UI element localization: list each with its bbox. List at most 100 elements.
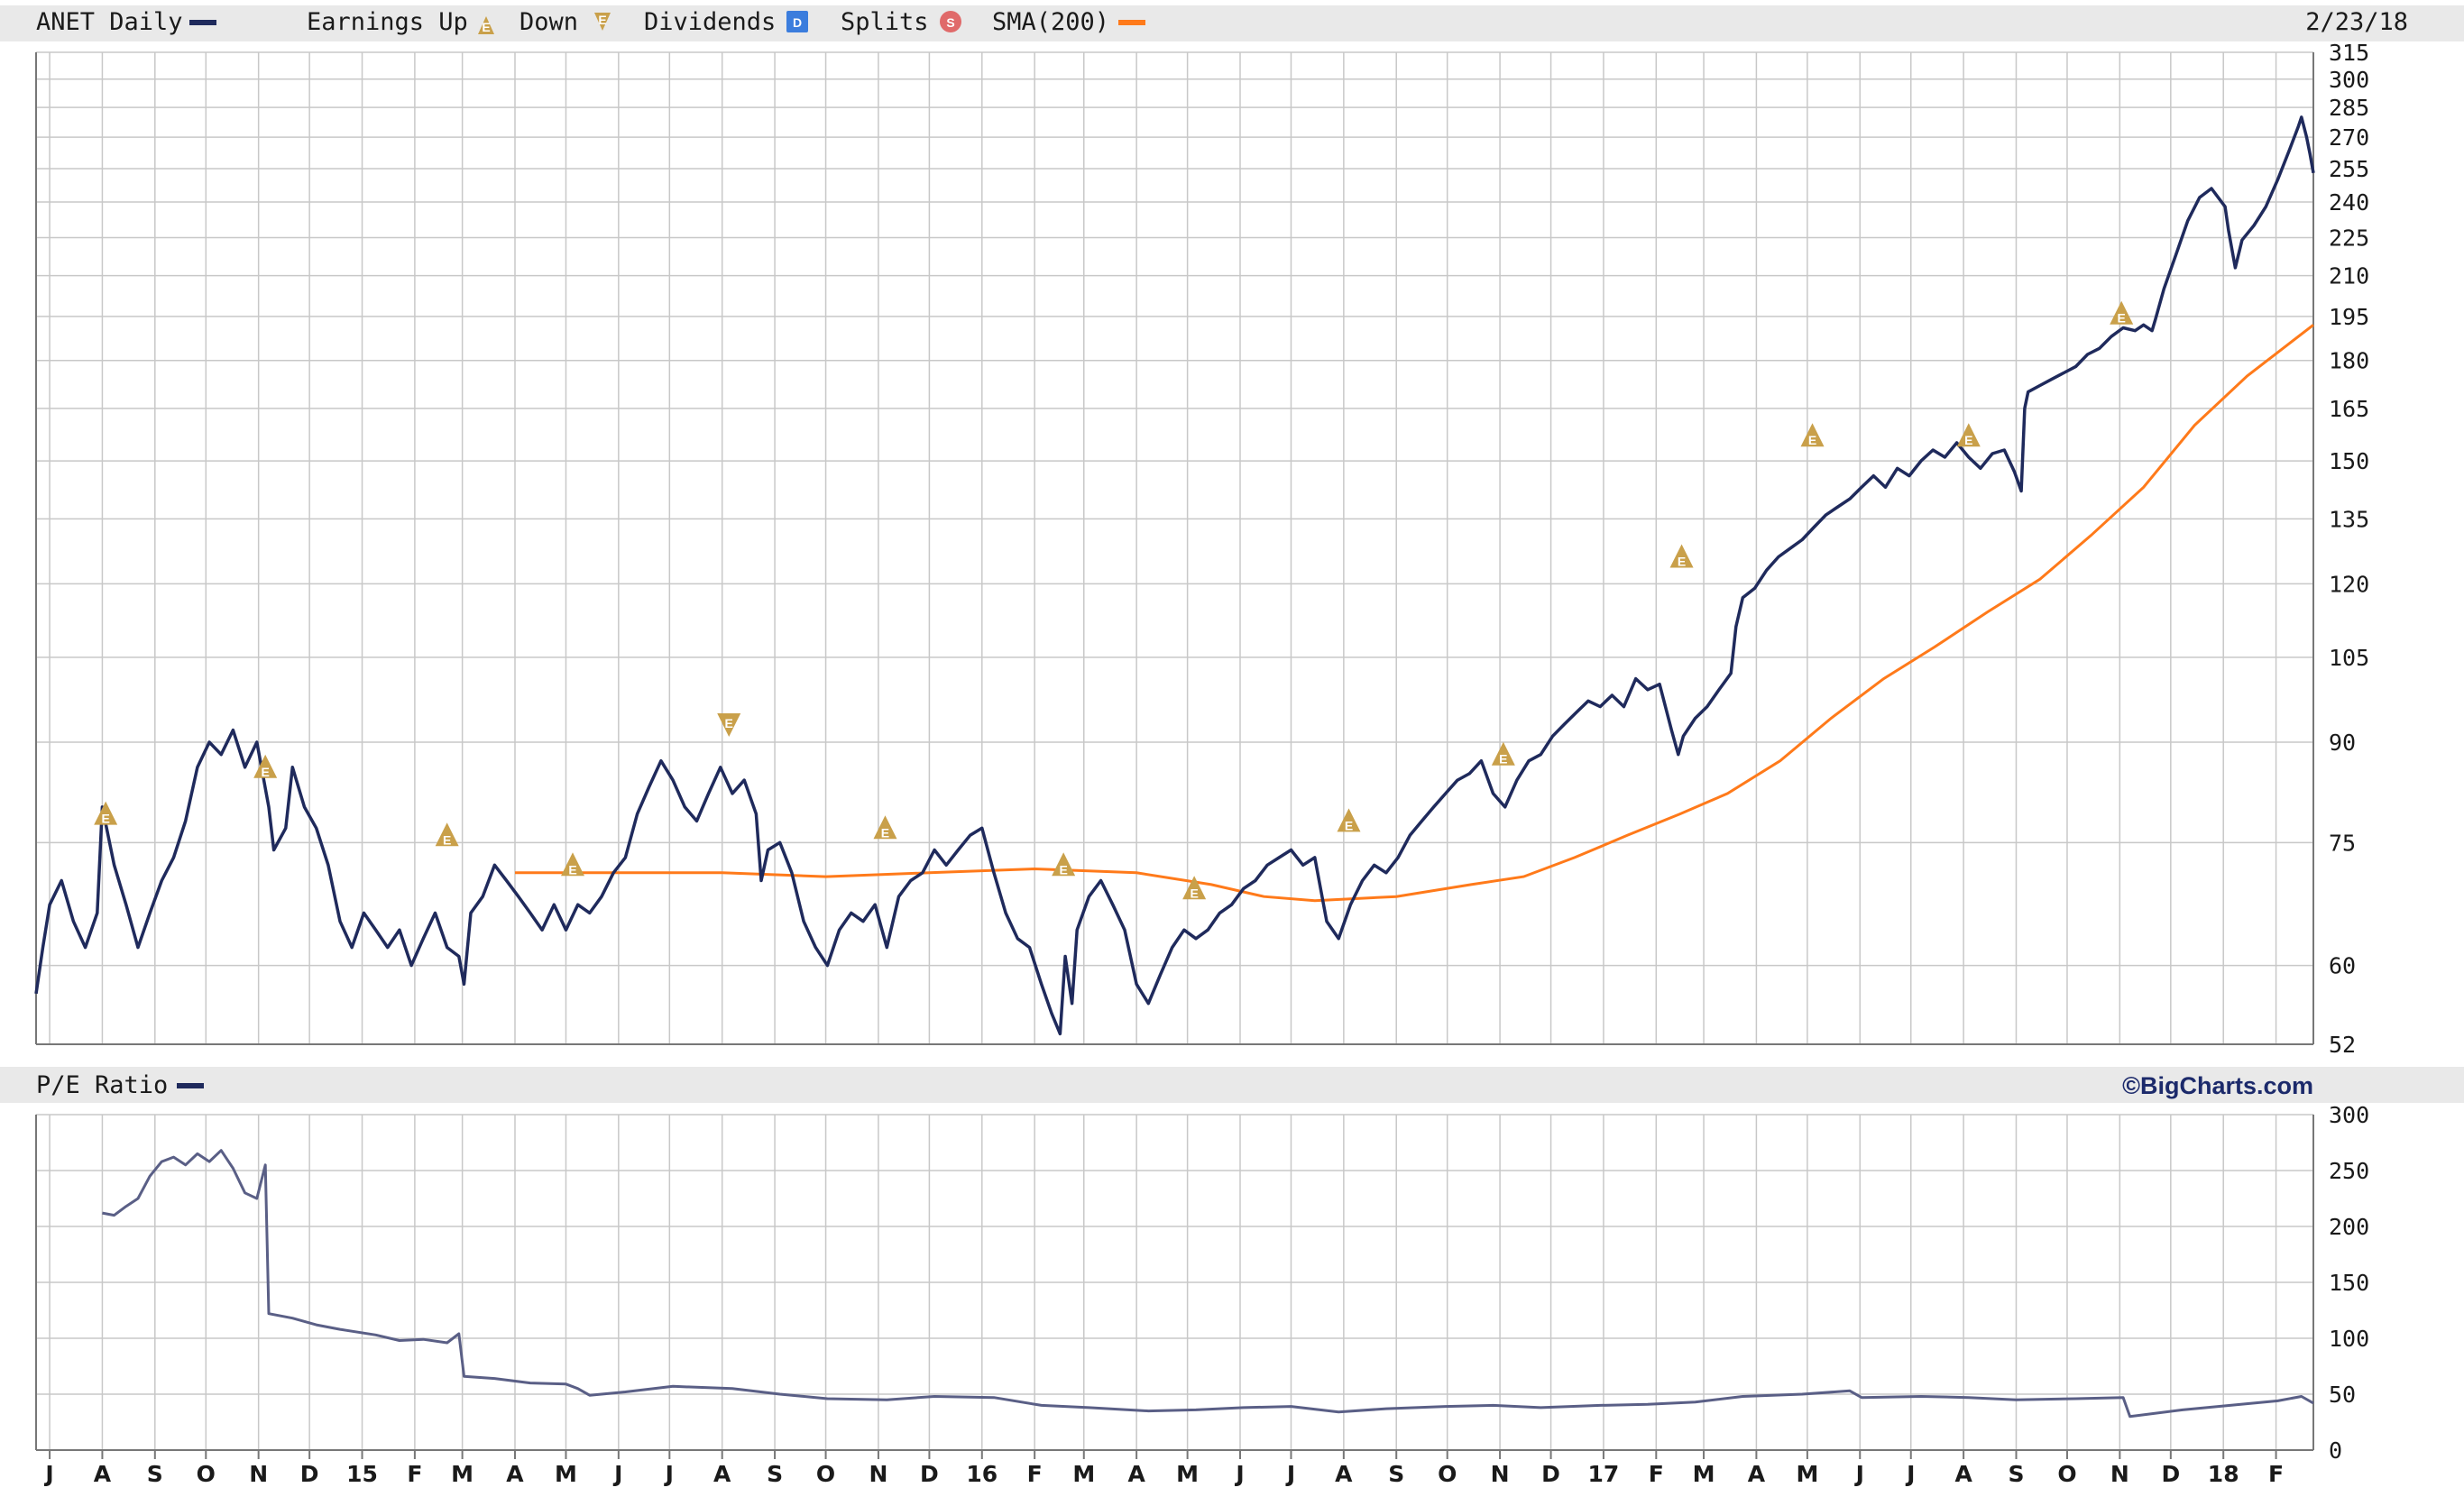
earnings-up-marker: E [1800, 423, 1825, 447]
x-tick-label: J [1854, 1461, 1864, 1487]
sma-label: SMA(200) [992, 8, 1109, 36]
earnings-up-marker: E [1491, 741, 1515, 767]
price-y-tick-label: 300 [2329, 67, 2369, 93]
x-tick-label: F [2268, 1461, 2284, 1487]
svg-text:E: E [1964, 433, 1972, 447]
svg-text:E: E [1499, 752, 1507, 767]
earnings-up-marker: E [561, 852, 585, 877]
price-y-tick-label: 270 [2329, 124, 2369, 151]
pe-band [0, 1067, 2464, 1103]
x-tick-label: M [1796, 1461, 1818, 1487]
svg-text:E: E [725, 716, 733, 730]
x-tick-label: F [1027, 1461, 1043, 1487]
x-tick-label: N [2110, 1461, 2129, 1487]
pe-y-tick-label: 100 [2329, 1326, 2369, 1352]
price-y-tick-label: 120 [2329, 571, 2369, 597]
splits-label: Splits [841, 8, 929, 36]
x-tick-label: D [1541, 1461, 1560, 1487]
x-tick-label: D [920, 1461, 939, 1487]
pe-label: P/E Ratio [36, 1071, 168, 1099]
x-tick-label: O [1438, 1461, 1457, 1487]
x-tick-label: N [869, 1461, 887, 1487]
price-swatch [189, 20, 216, 25]
x-tick-label: F [407, 1461, 422, 1487]
price-layer [34, 115, 2315, 1036]
svg-text:E: E [443, 832, 451, 847]
svg-text:S: S [946, 15, 954, 30]
x-tick-label: A [94, 1461, 112, 1487]
sma-200-line [515, 324, 2314, 903]
price-y-tick-label: 150 [2329, 448, 2369, 474]
x-tick-label: M [1693, 1461, 1715, 1487]
ticker-label: ANET Daily [36, 8, 183, 36]
price-y-tick-label: 60 [2329, 953, 2356, 979]
price-legend: ANET Daily Earnings Up E Down E Dividend… [36, 8, 2408, 36]
svg-text:E: E [482, 20, 490, 34]
earnings-up-marker: E [94, 801, 118, 826]
pe-ratio-line [102, 1149, 2314, 1419]
pe-y-tick-label: 200 [2329, 1214, 2369, 1240]
x-tick-label: A [506, 1461, 524, 1487]
earnings-up-marker: E [2110, 300, 2134, 326]
pe-y-tick-label: 150 [2329, 1270, 2369, 1296]
x-axis: J A S O N D 15 F M A M J J A S O N D 16 F M A M J J A S O N D 17 F M A M J J… [43, 1450, 2284, 1487]
price-panel: 52 60 75 90 105 120 135 150 165 180 195 210 225 240 25… [34, 40, 2369, 1058]
x-tick-label: M [1072, 1461, 1095, 1487]
pe-layer [102, 1149, 2314, 1419]
svg-text:E: E [2118, 311, 2126, 326]
down-label: Down [519, 8, 578, 36]
x-tick-label: 18 [2208, 1461, 2239, 1487]
price-y-tick-label: 52 [2329, 1032, 2356, 1058]
x-tick-label: F [1649, 1461, 1664, 1487]
svg-text:E: E [1678, 555, 1686, 569]
price-y-tick-label: 285 [2329, 95, 2369, 121]
x-tick-label: J [664, 1461, 674, 1487]
price-y-tick-label: 255 [2329, 156, 2369, 182]
x-tick-label: J [1234, 1461, 1244, 1487]
x-tick-label: J [612, 1461, 622, 1487]
price-y-tick-label: 165 [2329, 396, 2369, 422]
x-tick-label: M [451, 1461, 473, 1487]
earnings-up-marker: E [1337, 808, 1361, 832]
price-y-tick-label: 315 [2329, 40, 2369, 66]
x-tick-label: J [1285, 1461, 1295, 1487]
pe-y-tick-label: 0 [2329, 1437, 2342, 1464]
earnings-up-marker: E [1669, 544, 1694, 569]
x-tick-label: O [197, 1461, 216, 1487]
x-tick-label: S [147, 1461, 163, 1487]
x-tick-label: 17 [1588, 1461, 1620, 1487]
svg-text:E: E [1808, 433, 1816, 447]
x-tick-label: N [1491, 1461, 1510, 1487]
svg-text:E: E [1059, 862, 1067, 877]
x-tick-label: 15 [346, 1461, 378, 1487]
earnings-up-marker: E [1956, 423, 1981, 447]
x-tick-label: O [816, 1461, 835, 1487]
x-tick-label: M [555, 1461, 577, 1487]
price-y-tick-label: 240 [2329, 189, 2369, 216]
pe-y-tick-label: 50 [2329, 1382, 2356, 1408]
dividends-label: Dividends [644, 8, 776, 36]
price-y-tick-label: 195 [2329, 304, 2369, 330]
price-y-tick-label: 225 [2329, 225, 2369, 251]
x-tick-label: S [1388, 1461, 1404, 1487]
dividend-icon: D [786, 11, 808, 32]
pe-swatch [177, 1083, 204, 1088]
chart-date: 2/23/18 [2305, 8, 2408, 36]
price-y-tick-label: 90 [2329, 730, 2356, 756]
earnings-up-marker: E [253, 754, 278, 779]
x-tick-label: A [1954, 1461, 1972, 1487]
sma-swatch [1118, 20, 1145, 25]
x-tick-label: M [1176, 1461, 1199, 1487]
x-tick-label: 16 [966, 1461, 998, 1487]
earnings-down-marker: E [717, 712, 741, 737]
svg-text:E: E [262, 765, 270, 779]
x-tick-label: D [300, 1461, 319, 1487]
x-tick-label: S [2008, 1461, 2024, 1487]
price-y-tick-label: 210 [2329, 263, 2369, 289]
svg-text:D: D [793, 15, 802, 30]
x-tick-label: N [249, 1461, 268, 1487]
x-tick-label: A [1748, 1461, 1766, 1487]
price-y-tick-label: 135 [2329, 506, 2369, 532]
x-tick-label: J [1905, 1461, 1915, 1487]
x-tick-label: A [1127, 1461, 1145, 1487]
